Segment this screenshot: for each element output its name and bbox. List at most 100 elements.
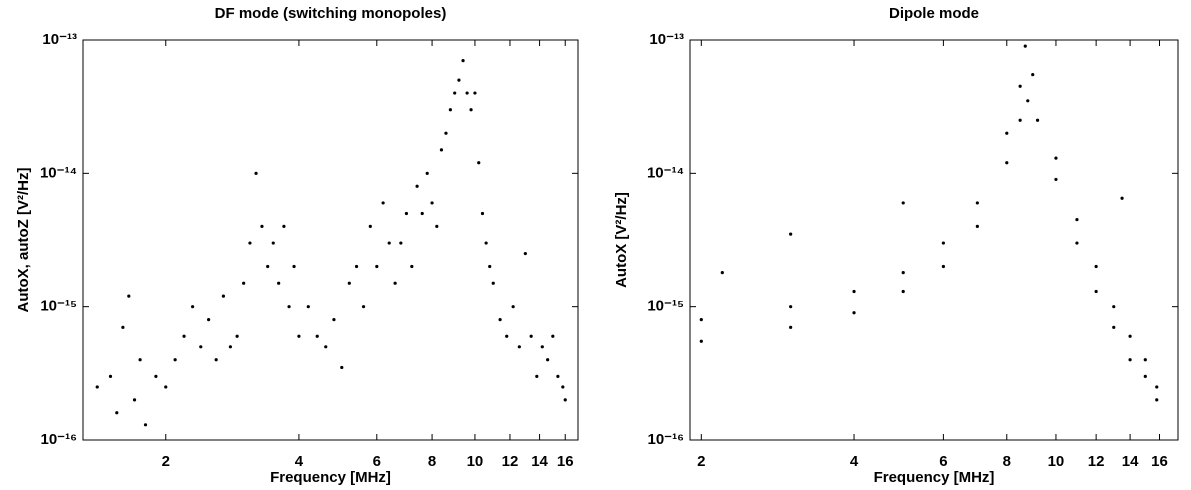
point	[477, 161, 481, 165]
point	[1094, 289, 1098, 294]
point	[1094, 264, 1098, 269]
point	[1035, 118, 1040, 122]
point	[529, 334, 533, 338]
point	[789, 325, 793, 329]
point	[132, 398, 137, 402]
point	[347, 281, 351, 285]
point	[488, 264, 492, 269]
point	[1155, 385, 1159, 389]
point	[332, 317, 336, 322]
point	[108, 374, 113, 378]
point	[556, 374, 560, 378]
point	[699, 317, 703, 322]
point	[228, 345, 232, 349]
point	[404, 211, 409, 216]
point	[95, 385, 99, 389]
point	[551, 334, 555, 338]
point	[214, 358, 218, 362]
chart-title: DF mode (switching monopoles)	[215, 5, 447, 22]
point	[975, 201, 979, 205]
point	[975, 224, 979, 228]
point	[191, 305, 195, 309]
point	[297, 334, 301, 338]
point	[271, 241, 275, 245]
x-axis-label: Frequency [MHz]	[874, 469, 995, 486]
point	[266, 264, 270, 269]
point	[221, 294, 226, 298]
point	[235, 334, 239, 338]
point	[789, 305, 793, 309]
y-tick-label: 10⁻¹⁵	[647, 298, 684, 315]
point	[1054, 156, 1058, 160]
point	[699, 339, 703, 343]
point	[480, 211, 485, 216]
point	[306, 305, 310, 309]
x-tick-label: 6	[373, 453, 381, 470]
point	[439, 148, 444, 152]
x-tick-label: 4	[295, 453, 304, 470]
point	[287, 305, 291, 309]
point	[173, 358, 177, 362]
x-tick-label: 2	[162, 453, 170, 470]
x-tick-label: 12	[502, 453, 519, 470]
point	[453, 91, 457, 95]
x-tick-label: 16	[557, 453, 574, 470]
point	[415, 184, 419, 188]
point	[260, 224, 264, 228]
point	[242, 281, 246, 285]
y-axis-label: AutoX, autoZ [V²/Hz]	[15, 168, 32, 313]
y-tick-label: 10⁻¹³	[649, 31, 684, 48]
point	[457, 78, 461, 82]
x-tick-label: 12	[1088, 453, 1105, 470]
point	[248, 241, 252, 245]
point	[546, 358, 550, 362]
plot-frame	[689, 39, 1179, 441]
y-tick-label: 10⁻¹⁶	[40, 431, 77, 448]
point	[1128, 334, 1132, 338]
point	[115, 411, 119, 415]
point	[491, 281, 495, 285]
point	[121, 325, 125, 329]
point	[375, 264, 379, 269]
point	[182, 334, 186, 338]
point	[469, 108, 473, 112]
point	[563, 398, 567, 402]
x-tick-label: 14	[1122, 453, 1139, 470]
x-tick-label: 8	[428, 453, 436, 470]
point	[127, 294, 131, 298]
x-tick-label: 16	[1151, 453, 1168, 470]
y-tick-label: 10⁻¹⁴	[647, 164, 684, 181]
point	[282, 224, 286, 228]
point	[901, 289, 905, 294]
x-tick-label: 4	[850, 453, 859, 470]
point	[368, 224, 372, 228]
point	[354, 264, 359, 269]
point	[1128, 358, 1132, 362]
point	[1023, 44, 1027, 48]
point	[941, 264, 945, 269]
point	[517, 345, 521, 349]
point	[789, 232, 793, 236]
point	[399, 241, 403, 245]
point	[484, 241, 488, 245]
point	[430, 201, 434, 205]
point	[393, 281, 397, 285]
x-tick-label: 10	[1048, 453, 1065, 470]
point	[1112, 325, 1116, 329]
point	[143, 423, 148, 427]
point	[473, 91, 477, 95]
point	[410, 264, 414, 269]
point	[561, 385, 565, 389]
point	[340, 365, 344, 370]
point	[1143, 358, 1147, 362]
y-tick-label: 10⁻¹⁵	[40, 298, 77, 315]
chart-title: Dipole mode	[889, 5, 979, 22]
point	[292, 264, 296, 269]
point	[448, 108, 452, 112]
y-tick-label: 10⁻¹⁶	[647, 431, 684, 448]
point	[324, 345, 328, 349]
point	[315, 334, 319, 338]
point	[361, 305, 366, 309]
point	[1018, 118, 1022, 122]
